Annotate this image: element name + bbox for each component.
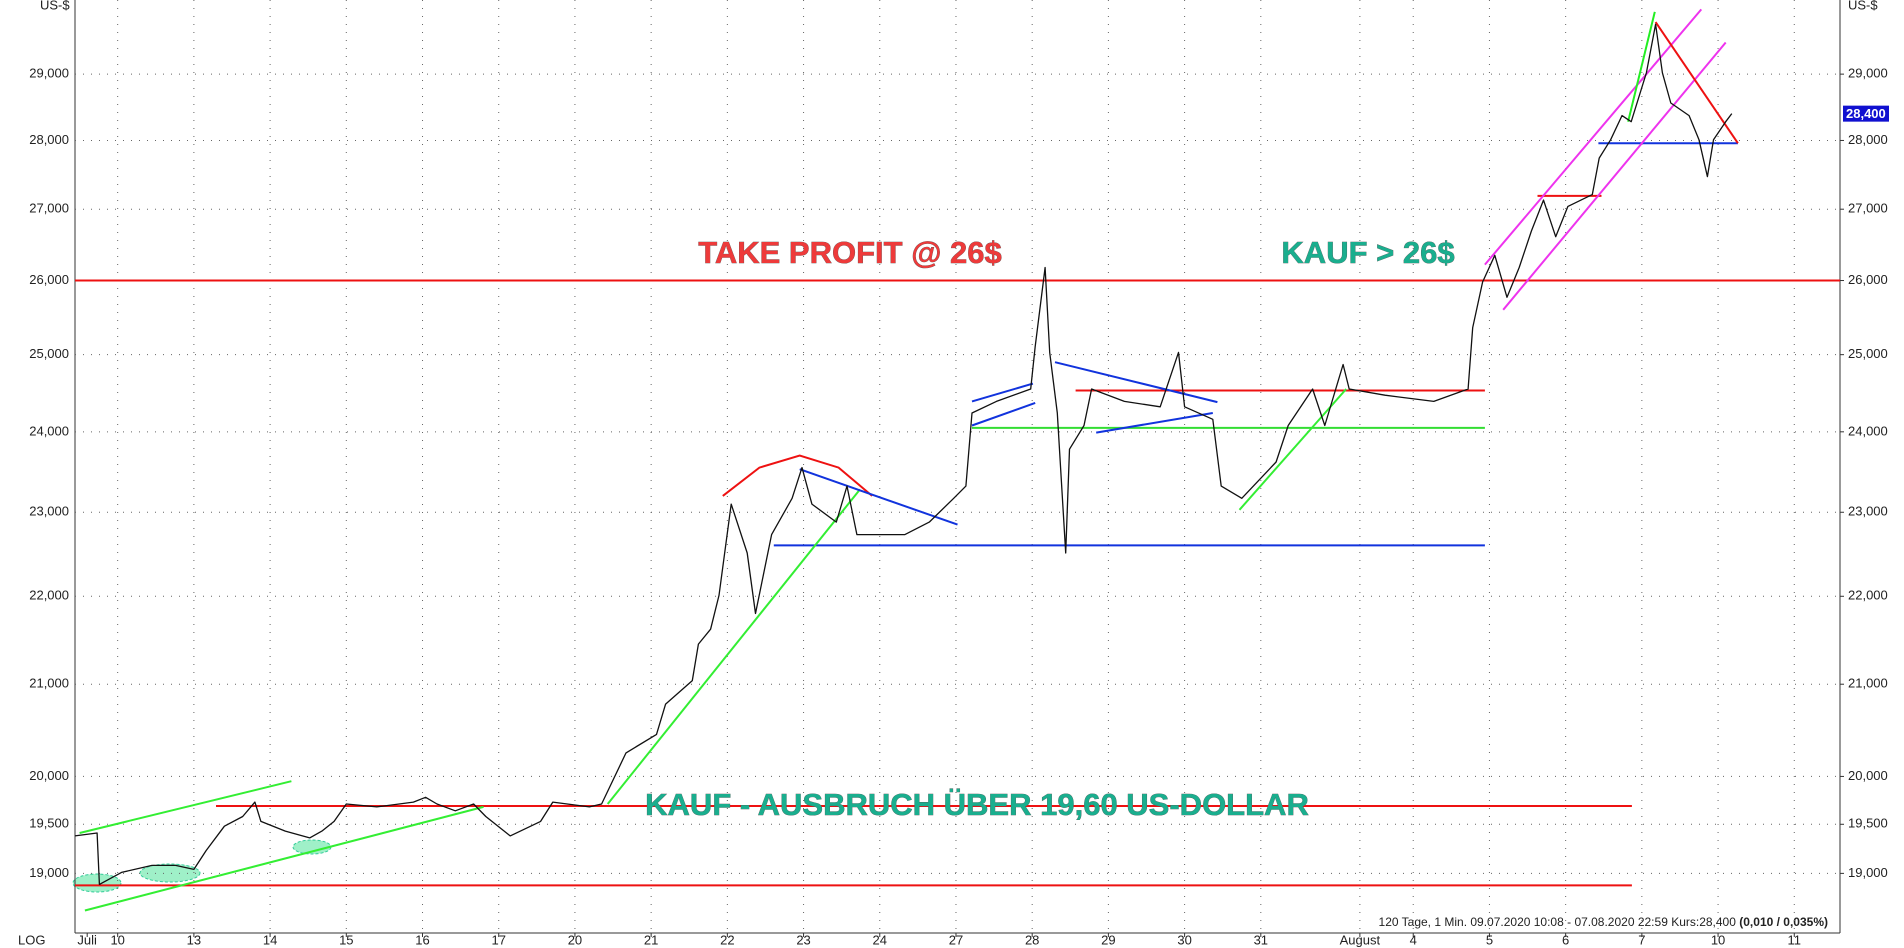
y-tick-label: 21,000	[29, 676, 69, 691]
y-tick-label: 28,000	[29, 132, 69, 147]
trend-line	[606, 488, 861, 805]
x-tick-label: 10	[110, 932, 124, 947]
y-tick-label: 29,000	[29, 66, 69, 81]
x-tick-label: 20	[568, 932, 582, 947]
y-tick-label: 19,000	[1848, 865, 1888, 880]
trend-line	[722, 454, 873, 497]
x-tick-label: 5	[1486, 932, 1493, 947]
last-price-box	[1843, 105, 1889, 122]
trend-line	[1096, 412, 1213, 434]
info-text: 120 Tage, 1 Min. 09.07.2020 10:08 - 07.0…	[1379, 915, 1828, 929]
info: 120 Tage, 1 Min. 09.07.2020 10:08 - 07.0…	[1379, 915, 1737, 929]
info-bold: (0,010 / 0,035%)	[1739, 915, 1828, 929]
price-line	[74, 23, 1733, 886]
trend-line	[799, 468, 958, 526]
y-tick-label: 20,000	[29, 768, 69, 783]
x-tick-label: 23	[796, 932, 810, 947]
x-tick-label: 17	[491, 932, 505, 947]
trend-line	[1484, 8, 1703, 266]
trend-line	[971, 382, 1034, 403]
x-tick-label: 7	[1638, 932, 1645, 947]
x-tick-label: 4	[1410, 932, 1417, 947]
y-tick-label: 26,000	[29, 272, 69, 287]
annotation: TAKE PROFIT @ 26$	[698, 235, 1002, 270]
trend-line	[971, 401, 1036, 427]
y-tick-label: 24,000	[29, 423, 69, 438]
x-tick-label: 24	[873, 932, 887, 947]
y-tick-label: 26,000	[1848, 272, 1888, 287]
y-tick-label: 28,000	[1848, 132, 1888, 147]
y-tick-label: 22,000	[29, 588, 69, 603]
x-tick-label: 30	[1177, 932, 1191, 947]
y-unit-right: US-$	[1848, 0, 1878, 12]
y-tick-label: 23,000	[29, 504, 69, 519]
trend-line	[1238, 388, 1347, 511]
y-tick-label: 25,000	[1848, 346, 1888, 361]
x-tick-label: 27	[949, 932, 963, 947]
scale-label: LOG	[18, 932, 45, 947]
trend-line	[79, 780, 292, 834]
x-tick-label: 14	[263, 932, 277, 947]
y-tick-label: 27,000	[29, 201, 69, 216]
trend-line	[1502, 41, 1727, 311]
y-tick-label: 25,000	[29, 346, 69, 361]
x-tick-label: August	[1340, 932, 1381, 947]
trend-line	[1627, 11, 1656, 122]
x-tick-label: 6	[1562, 932, 1569, 947]
x-tick-label: 10	[1711, 932, 1725, 947]
x-tick-label: 13	[187, 932, 201, 947]
x-tick-label: 22	[720, 932, 734, 947]
trend-line	[1054, 361, 1218, 404]
y-tick-label: 27,000	[1848, 201, 1888, 216]
y-tick-label: 29,000	[1848, 66, 1888, 81]
x-tick-label: 28	[1025, 932, 1039, 947]
trend-line	[84, 805, 484, 912]
y-tick-label: 19,000	[29, 865, 69, 880]
x-tick-label: 21	[644, 932, 658, 947]
y-tick-label: 21,000	[1848, 676, 1888, 691]
annotation: KAUF > 26$	[1281, 235, 1454, 270]
x-tick-label: 16	[415, 932, 429, 947]
trend-line	[1654, 21, 1739, 144]
y-unit-left: US-$	[40, 0, 70, 12]
y-tick-label: 20,000	[1848, 768, 1888, 783]
y-tick-label: 24,000	[1848, 423, 1888, 438]
y-tick-label: 22,000	[1848, 588, 1888, 603]
x-tick-label: 11	[1788, 932, 1802, 947]
annotation: KAUF - AUSBRUCH ÜBER 19,60 US-DOLLAR	[645, 787, 1309, 822]
x-tick-label: 29	[1101, 932, 1115, 947]
y-tick-label: 19,500	[29, 816, 69, 831]
x-tick-label: 15	[339, 932, 353, 947]
last-price-label: 28,400	[1846, 106, 1886, 121]
x-tick-label: 31	[1254, 932, 1268, 947]
y-tick-label: 23,000	[1848, 504, 1888, 519]
y-tick-label: 19,500	[1848, 816, 1888, 831]
x-tick-label: Juli	[77, 932, 97, 947]
